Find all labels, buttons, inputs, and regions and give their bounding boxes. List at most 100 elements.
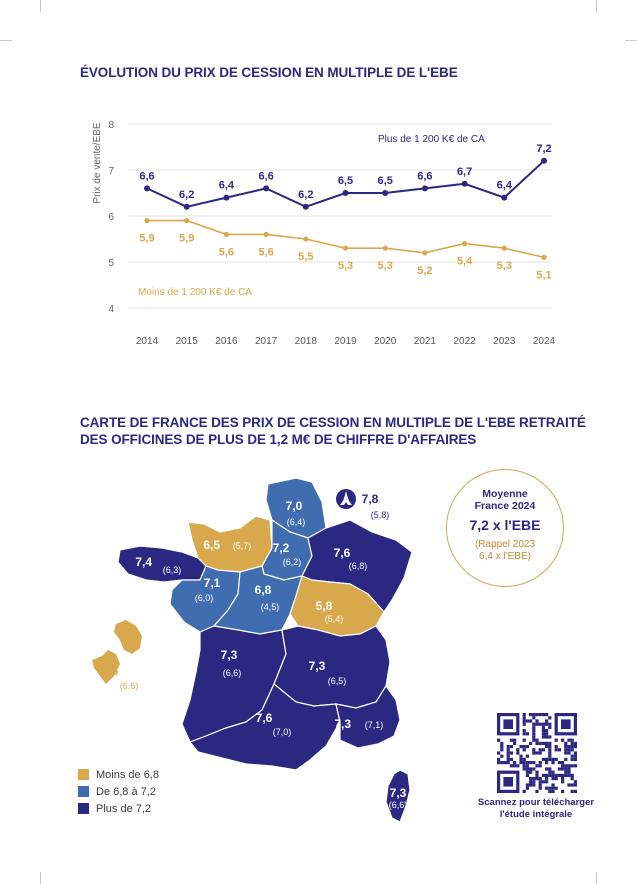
data-label: 5,4 [457,256,473,268]
data-point [461,180,468,187]
region-shape-bretagne [117,545,207,583]
legend-swatch [78,769,89,780]
data-label: 6,4 [497,180,513,192]
data-label: 5,5 [298,251,313,263]
region-shape-centre [212,565,303,635]
x-tick-label: 2014 [136,336,159,347]
region-prev-centre-nord: (6,2) [283,557,302,567]
region-prev-occitanie: (7,0) [273,727,292,737]
legend-label: Plus de 7,2 [96,802,152,815]
data-point [263,185,270,192]
data-label: 5,9 [179,233,194,245]
region-prev-pays-de-la-loire: (6,0) [195,593,214,603]
data-point [422,250,428,256]
qr-caption: Scannez pour télécharger l'étude intégra… [477,797,595,820]
data-label: 6,6 [417,170,432,182]
region-value-bretagne: 7,4 [135,555,152,569]
data-point [541,254,547,260]
region-value-occitanie: 7,6 [256,711,273,725]
data-point [421,185,428,192]
series-label: Moins de 1 200 K€ de CA [138,287,252,298]
region-value-nouvelle-aquitaine: 7,3 [221,648,238,662]
crop-mark [40,872,41,884]
region-value-centre: 6,8 [255,583,272,597]
region-value-auvergne-rhone-alpes: 7,3 [309,659,326,673]
qr-code-icon[interactable] [497,713,577,793]
x-tick-label: 2020 [374,336,397,347]
legend-item-low: Moins de 6,8 [78,766,159,783]
data-label: 6,2 [298,189,313,201]
region-shape-dom-2 [92,650,120,684]
region-value-dom: 6,6 [102,664,119,678]
crop-mark [625,40,637,41]
region-prev-grand-est: (6,8) [349,561,368,571]
y-tick-label: 7 [108,166,114,177]
data-label: 5,2 [417,265,432,277]
data-point [342,245,349,251]
data-point [223,231,229,237]
data-point [382,190,389,196]
region-value-paca: 7,3 [334,717,351,731]
region-prev-corse: (6,6) [389,800,408,810]
data-point [144,185,150,192]
region-value-pays-de-la-loire: 7,1 [204,576,221,590]
legend-swatch [78,786,89,797]
region-prev-idf: (5,8) [371,510,390,520]
x-tick-label: 2021 [414,336,437,347]
region-prev-paca: (7,1) [365,720,384,730]
region-prev-nouvelle-aquitaine: (6,6) [223,668,242,678]
region-value-bourgogne: 5,8 [316,599,333,613]
x-tick-label: 2024 [533,336,556,347]
x-tick-label: 2019 [334,336,357,347]
crop-mark [596,0,597,12]
chart-title: ÉVOLUTION DU PRIX DE CESSION EN MULTIPLE… [80,65,458,80]
data-label: 6,6 [258,170,273,182]
region-value-centre-nord: 7,2 [273,541,290,555]
region-value-hdf: 7,0 [286,499,303,513]
x-tick-label: 2015 [176,336,199,347]
average-value: 7,2 x l'EBE [469,517,541,533]
data-label: 6,4 [219,180,235,192]
x-tick-label: 2016 [215,336,238,347]
y-tick-label: 6 [108,212,114,223]
region-value-idf: 7,8 [362,492,379,506]
data-label: 5,9 [139,233,154,245]
data-point [263,231,269,237]
region-prev-bretagne: (6,3) [163,565,182,575]
region-value-grand-est: 7,6 [334,546,351,560]
data-label: 5,6 [258,246,273,258]
data-point [462,241,468,247]
data-label: 5,1 [536,269,551,281]
data-point [183,203,190,210]
data-label: 5,6 [219,246,234,258]
region-prev-normandie: (5,7) [233,541,252,551]
data-point [382,245,388,251]
data-label: 6,5 [338,175,353,187]
eiffel-tower-icon [340,491,352,505]
average-line2: France 2024 [474,500,536,512]
data-point [303,236,309,242]
average-rappel-line2: 6,4 x l'EBE) [479,551,531,562]
data-label: 5,3 [378,260,393,272]
data-point [144,218,150,224]
region-value-corse: 7,3 [390,786,407,800]
average-badge: Moyenne France 2024 7,2 x l'EBE (Rappel … [446,469,564,587]
legend-item-mid: De 6,8 à 7,2 [78,783,159,800]
data-point [342,190,349,196]
data-point [184,218,190,224]
data-point [223,194,230,201]
legend-swatch [78,803,89,814]
region-shape-corse [385,769,411,823]
map-legend: Moins de 6,8 De 6,8 à 7,2 Plus de 7,2 [78,766,159,817]
data-label: 6,7 [457,166,472,178]
legend-item-high: Plus de 7,2 [78,800,159,817]
y-tick-label: 5 [108,258,114,269]
average-rappel-line1: (Rappel 2023 [474,539,536,550]
y-axis-label: Prix de vente/EBE [92,122,103,203]
region-prev-hdf: (6,4) [287,517,306,527]
region-prev-dom: (6,6) [120,681,139,691]
line-chart: 4 5 6 7 8 Prix de vente/EBE 2014 2015 2016 2017 20… [92,120,556,347]
data-point [541,157,547,164]
data-label: 6,2 [179,189,194,201]
